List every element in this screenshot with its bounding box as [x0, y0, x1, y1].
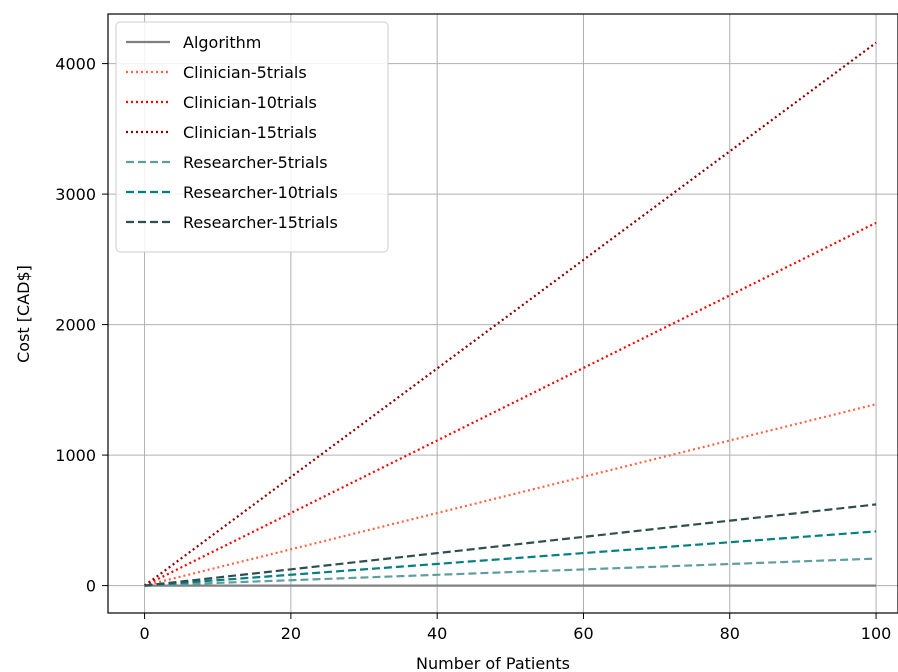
- series-line-clinician-10trials: [144, 221, 877, 587]
- series-line-clinician-5trials: [144, 403, 877, 587]
- series-line-researcher-5trials: [144, 557, 877, 587]
- y-tick-label: 3000: [55, 185, 96, 204]
- legend-label: Algorithm: [183, 33, 261, 52]
- series-lines: [143, 41, 877, 587]
- y-tick-label: 4000: [55, 55, 96, 74]
- y-tick-label: 0: [86, 577, 96, 596]
- x-tick-label: 40: [427, 624, 447, 643]
- y-tick-label: 2000: [55, 316, 96, 335]
- grid: [108, 14, 898, 613]
- x-tick-label: 100: [861, 624, 892, 643]
- series-line-clinician-15trials: [143, 41, 877, 587]
- series-line-researcher-15trials: [144, 503, 877, 587]
- legend-label: Clinician-15trials: [183, 123, 317, 142]
- x-axis-label: Number of Patients: [416, 654, 570, 672]
- x-tick-label: 20: [281, 624, 301, 643]
- plot-frame: [107, 13, 898, 614]
- x-tick-label: 80: [720, 624, 740, 643]
- legend-label: Researcher-10trials: [183, 183, 338, 202]
- x-tick-label: 0: [139, 624, 149, 643]
- legend: Algorithm Clinician-5trials Clinician-10tr…: [115, 21, 389, 253]
- legend-label: Clinician-10trials: [183, 93, 317, 112]
- legend-label: Clinician-5trials: [183, 63, 307, 82]
- y-tick-label: 1000: [55, 446, 96, 465]
- y-axis-label: Cost [CAD$]: [14, 265, 33, 363]
- legend-label: Researcher-5trials: [183, 153, 328, 172]
- legend-label: Researcher-15trials: [183, 213, 338, 232]
- legend-box: [115, 21, 389, 253]
- series-line-researcher-10trials: [144, 530, 877, 587]
- x-tick-label: 60: [573, 624, 593, 643]
